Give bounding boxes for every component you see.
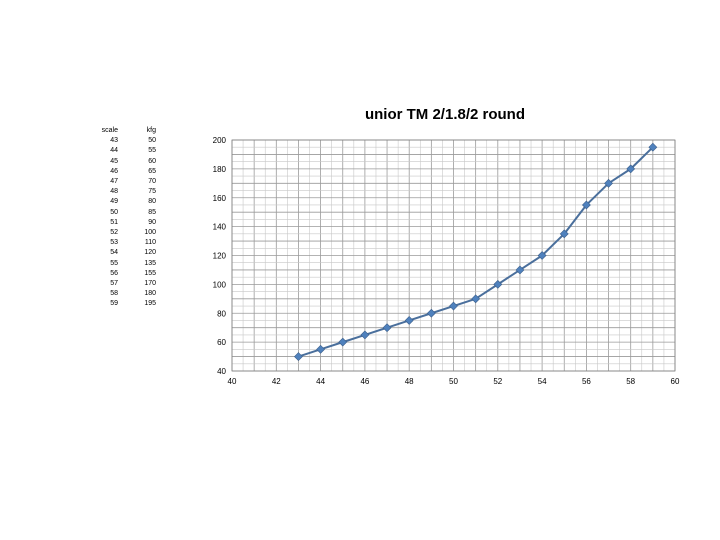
table-row: 52 100 bbox=[92, 228, 156, 238]
table-row: 56 155 bbox=[92, 269, 156, 279]
series bbox=[294, 142, 658, 361]
plot-area-border bbox=[231, 139, 676, 372]
table-cell-scale: 53 bbox=[110, 239, 118, 247]
x-tick-label: 56 bbox=[582, 377, 591, 386]
y-tick-label: 80 bbox=[217, 309, 226, 318]
table-cell-scale: 46 bbox=[110, 167, 118, 175]
table-cell-kfg: 120 bbox=[144, 249, 156, 257]
table-row: 48 75 bbox=[92, 187, 156, 197]
table-cell-scale: 54 bbox=[110, 249, 118, 257]
table-row: 58 180 bbox=[92, 289, 156, 299]
table-cell-scale: 44 bbox=[110, 147, 118, 155]
table-row: 53 110 bbox=[92, 238, 156, 248]
table-cell-kfg: 70 bbox=[148, 178, 156, 186]
table-cell-scale: 49 bbox=[110, 198, 118, 206]
data-point bbox=[471, 294, 481, 304]
data-point bbox=[581, 200, 591, 210]
y-tick-label: 180 bbox=[213, 165, 227, 174]
data-point bbox=[316, 344, 326, 354]
data-point bbox=[493, 279, 503, 289]
y-tick-label: 120 bbox=[213, 252, 227, 261]
table-header-scale: scale bbox=[101, 127, 118, 134]
table-row: 44 55 bbox=[92, 146, 156, 156]
table-cell-kfg: 75 bbox=[148, 188, 156, 196]
data-point bbox=[515, 265, 525, 275]
x-tick-label: 52 bbox=[493, 377, 502, 386]
data-point bbox=[382, 323, 392, 333]
data-point bbox=[294, 352, 303, 361]
x-tick-label: 50 bbox=[449, 377, 458, 386]
table-cell-scale: 58 bbox=[110, 290, 118, 298]
table-cell-scale: 48 bbox=[110, 188, 118, 196]
data-point bbox=[626, 164, 636, 174]
table-cell-scale: 52 bbox=[110, 229, 118, 237]
data-point bbox=[426, 308, 436, 318]
y-tick-label: 200 bbox=[213, 136, 227, 145]
data-point bbox=[404, 316, 414, 325]
table-cell-scale: 45 bbox=[110, 157, 118, 165]
table-cell-kfg: 80 bbox=[148, 198, 156, 206]
table-row: 51 90 bbox=[92, 218, 156, 228]
y-tick-label: 100 bbox=[213, 280, 227, 289]
table-cell-scale: 57 bbox=[110, 280, 118, 288]
table-cell-kfg: 170 bbox=[144, 280, 156, 288]
table-cell-scale: 51 bbox=[110, 218, 118, 226]
x-tick-label: 46 bbox=[360, 377, 369, 386]
x-tick-label: 44 bbox=[316, 377, 325, 386]
data-point bbox=[537, 251, 547, 260]
grid bbox=[231, 139, 676, 372]
table-cell-kfg: 50 bbox=[148, 137, 156, 145]
x-tick-label: 42 bbox=[272, 377, 281, 386]
table-cell-kfg: 180 bbox=[144, 290, 156, 298]
table-row: 50 85 bbox=[92, 208, 156, 218]
table-row: 49 80 bbox=[92, 197, 156, 207]
x-tick-label: 48 bbox=[405, 377, 414, 386]
table-cell-scale: 56 bbox=[110, 269, 118, 277]
table-row: 57 170 bbox=[92, 279, 156, 289]
table-cell-kfg: 60 bbox=[148, 157, 156, 165]
table-cell-kfg: 195 bbox=[144, 300, 156, 308]
table-cell-scale: 59 bbox=[110, 300, 118, 308]
table-cell-kfg: 65 bbox=[148, 167, 156, 175]
table-row: 55 135 bbox=[92, 259, 156, 269]
table-cell-scale: 50 bbox=[110, 208, 118, 216]
y-tick-label: 140 bbox=[213, 223, 227, 232]
table-cell-kfg: 135 bbox=[144, 259, 156, 267]
table-cell-kfg: 100 bbox=[144, 229, 156, 237]
table-cell-kfg: 55 bbox=[148, 147, 156, 155]
x-tick-label: 40 bbox=[228, 377, 237, 386]
y-tick-label: 60 bbox=[217, 338, 226, 347]
data-point bbox=[360, 330, 370, 340]
table-cell-kfg: 110 bbox=[144, 239, 156, 247]
data-point bbox=[338, 337, 348, 347]
table-cell-kfg: 85 bbox=[148, 208, 156, 216]
table-cell-kfg: 155 bbox=[144, 269, 156, 277]
table-row: 59 195 bbox=[92, 299, 156, 309]
data-point bbox=[648, 142, 658, 152]
table-cell-scale: 55 bbox=[110, 259, 118, 267]
table-cell-scale: 47 bbox=[110, 178, 118, 186]
x-tick-label: 58 bbox=[626, 377, 635, 386]
y-tick-label: 40 bbox=[217, 367, 226, 376]
table-row: 43 50 bbox=[92, 136, 156, 146]
data-point bbox=[604, 178, 613, 188]
chart-title: unior TM 2/1.8/2 round bbox=[364, 106, 525, 123]
data-table: scale kfg 43 50 44 55 45 60 46 65 47 70 48 75 49 80 50… bbox=[92, 126, 156, 310]
data-point bbox=[559, 229, 569, 239]
table-row: 45 60 bbox=[92, 157, 156, 167]
table-cell-scale: 43 bbox=[110, 137, 118, 145]
data-point bbox=[449, 301, 458, 311]
table-cell-kfg: 90 bbox=[148, 218, 156, 226]
table-row: 47 70 bbox=[92, 177, 156, 187]
table-header-row: scale kfg bbox=[92, 126, 156, 136]
table-row: 54 120 bbox=[92, 248, 156, 258]
x-tick-label: 60 bbox=[671, 377, 680, 386]
x-tick-label: 54 bbox=[538, 377, 547, 386]
table-header-kfg: kfg bbox=[146, 127, 156, 134]
table-row: 46 65 bbox=[92, 167, 156, 177]
axes: 40 42 44 46 48 50 52 54 56 58 60 40 60 80 100 120 140 160… bbox=[213, 136, 680, 386]
y-tick-label: 160 bbox=[213, 194, 227, 203]
